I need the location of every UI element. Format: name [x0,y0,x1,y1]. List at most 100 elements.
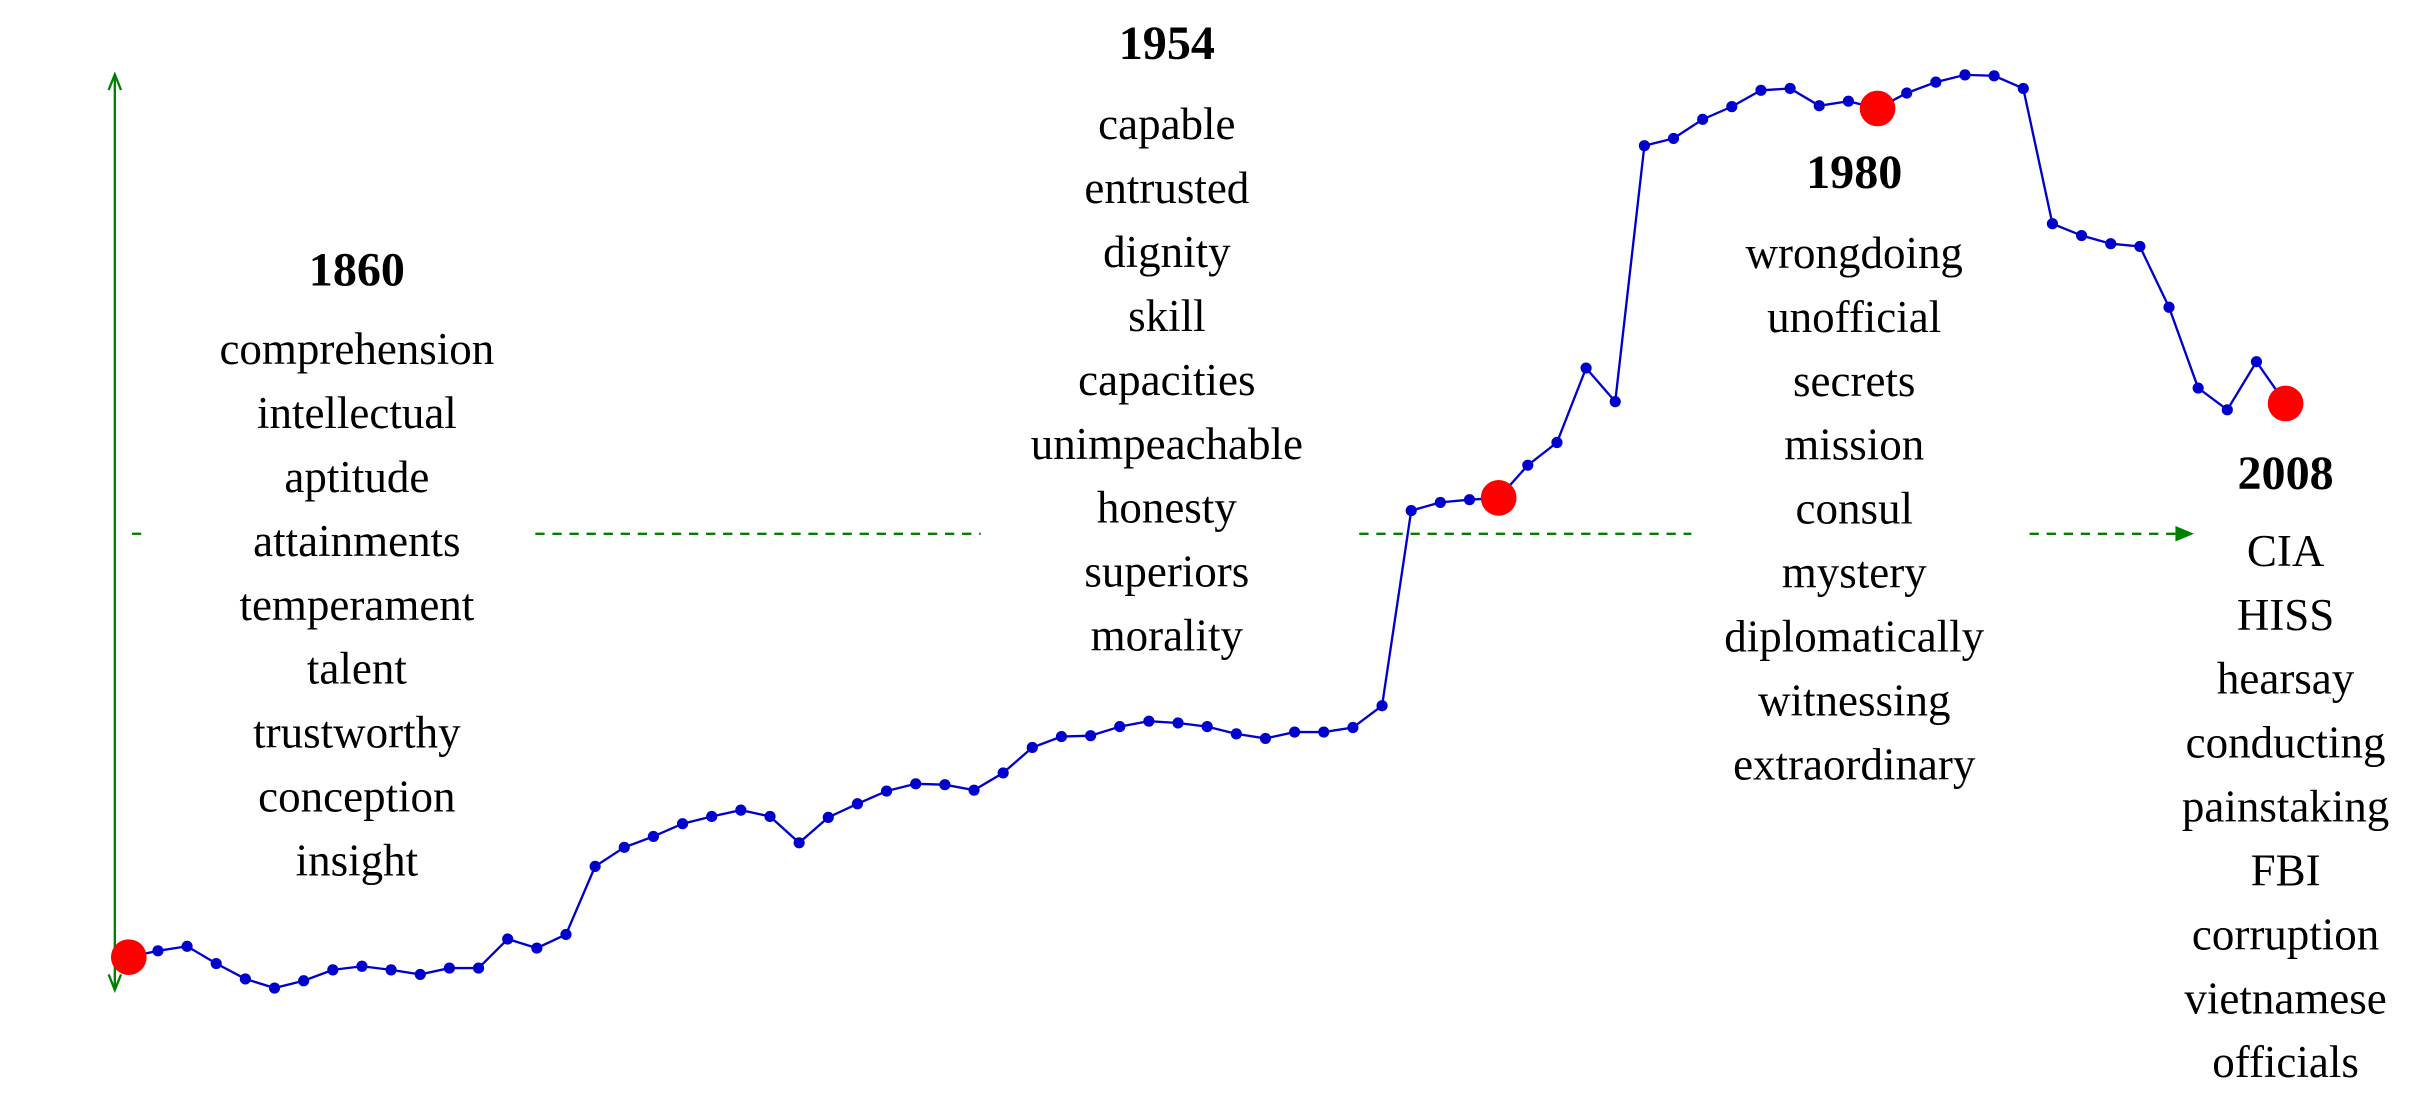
point [1755,84,1767,96]
point [327,964,339,976]
point [793,837,805,849]
arrow-head [2175,526,2195,542]
point [239,973,251,985]
word: capable [1098,99,1235,149]
point [1376,700,1388,712]
point [1114,721,1126,733]
word: morality [1091,611,1244,661]
word: talent [307,644,407,694]
point [210,957,222,970]
point [1318,726,1330,738]
word: vietnamese [2184,973,2386,1023]
point [2221,404,2233,416]
arrow-head [107,974,123,994]
point [181,940,193,952]
highlight-point [1859,90,1896,127]
point [502,933,514,945]
point [268,982,281,994]
highlight-point [110,939,147,976]
word: attainments [253,516,460,566]
point [1959,69,1971,81]
word: capacities [1078,355,1255,405]
word: diplomatically [1724,611,1984,661]
point [589,860,601,872]
point [1813,100,1825,112]
point [443,962,455,974]
point [152,945,164,957]
point [910,778,922,790]
word: dignity [1103,227,1231,277]
point [1434,496,1446,508]
point [385,964,397,976]
point [1230,728,1242,740]
point [764,810,776,823]
point [968,784,980,796]
point [1172,717,1184,729]
point [997,767,1009,779]
word: unofficial [1767,292,1941,342]
axes [107,71,2195,994]
point [1784,82,1796,95]
word: entrusted [1084,163,1249,213]
word: skill [1128,291,1206,341]
word: CIA [2247,526,2325,576]
word: comprehension [219,324,494,374]
word: intellectual [257,388,457,438]
word: HISS [2237,590,2335,640]
point [1347,721,1359,734]
point [735,804,747,816]
point [560,928,572,941]
point [851,798,864,810]
point [356,960,368,972]
point [2075,229,2088,242]
word: secrets [1793,356,1915,406]
year-label: 1954 [1119,17,1215,70]
arrow-head [107,71,123,91]
point [1463,494,1476,506]
point [2017,82,2029,95]
point [1988,70,2000,82]
point [647,830,660,843]
point [2105,238,2117,250]
point [880,785,893,797]
word: insight [296,836,419,886]
word: FBI [2251,845,2321,895]
word: witnessing [1758,675,1950,725]
point [1405,504,1417,517]
point [472,962,485,974]
year-label: 2008 [2237,447,2333,500]
point [1055,731,1068,743]
point [531,942,543,954]
point [1609,396,1621,408]
point [1580,362,1592,374]
point [1842,95,1854,107]
point [1930,76,1942,88]
point [2134,240,2146,253]
point [1551,436,1563,449]
word: painstaking [2182,782,2389,832]
highlight-point [2267,385,2304,422]
point [298,975,310,987]
point [1201,721,1213,733]
point [1522,459,1534,471]
point [2046,218,2059,230]
word: unimpeachable [1031,419,1303,469]
point [1259,732,1272,744]
year-label: 1860 [309,244,405,297]
word: conducting [2186,718,2386,768]
word: aptitude [284,452,429,502]
point [822,811,834,823]
word: superiors [1084,547,1249,597]
point [2192,382,2204,394]
word: officials [2212,1037,2359,1087]
word: conception [258,772,455,822]
highlight-point [1480,480,1517,516]
word: wrongdoing [1746,228,1963,278]
point [1638,140,1650,152]
point [414,968,426,981]
point [1143,715,1155,727]
point [2163,301,2175,313]
point [939,779,951,791]
